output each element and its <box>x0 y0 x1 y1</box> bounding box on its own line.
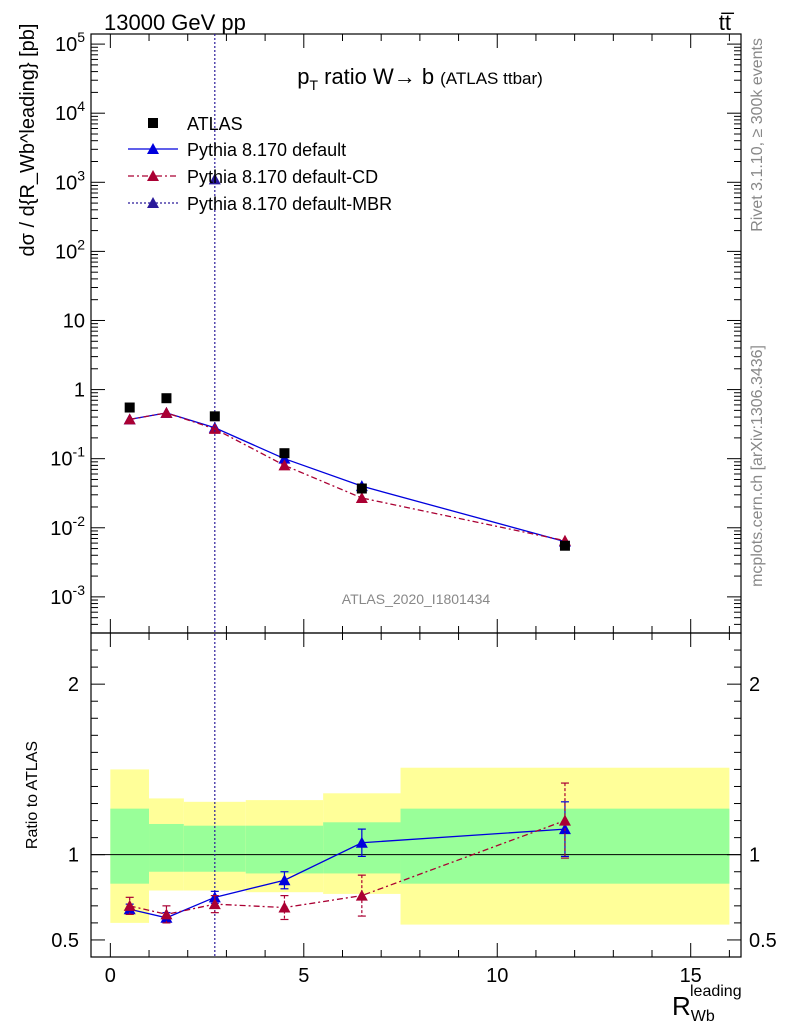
ratio-point-s2 <box>123 899 136 911</box>
series-point-s2 <box>123 413 136 425</box>
bottom-frame <box>90 632 742 958</box>
series-line-s1 <box>129 412 566 543</box>
top-y-tick-label: 1 <box>74 380 85 402</box>
stat-uncertainty-band <box>245 825 324 874</box>
series-point-s2 <box>160 406 173 418</box>
header-left: 13000 GeV pp <box>104 10 246 35</box>
legend-marker-data <box>148 118 158 128</box>
bottom-y-tick-label-right: 1 <box>749 845 760 867</box>
bottom-y-tick-label-right: 0.5 <box>749 930 777 952</box>
top-y-tick-label: 10-2 <box>50 513 85 540</box>
legend-marker-s3 <box>147 197 159 208</box>
bottom-ylabel: Ratio to ATLAS <box>24 741 41 849</box>
series-point-s2 <box>208 422 221 434</box>
header-right: tt̅ <box>719 10 735 35</box>
ratio-point-s2 <box>355 889 368 901</box>
series-layer <box>123 34 571 957</box>
ratio-bands <box>91 767 741 925</box>
data-point <box>161 393 172 404</box>
data-point <box>559 540 570 551</box>
data-point <box>279 448 290 459</box>
ratio-line-s2 <box>129 819 566 916</box>
legend-label-s1: Pythia 8.170 default <box>187 140 346 160</box>
ratio-point-s2 <box>558 814 571 826</box>
series-point-s2 <box>278 459 291 471</box>
legend-label-s2: Pythia 8.170 default-CD <box>187 167 378 187</box>
ratio-point-s1 <box>278 874 291 886</box>
x-tick-label: 5 <box>298 965 309 987</box>
side-label-top: Rivet 3.1.10, ≥ 300k events <box>749 38 766 232</box>
top-y-tick-label: 10-1 <box>50 444 85 471</box>
data-point <box>124 402 135 413</box>
bottom-y-tick-label-right: 2 <box>749 674 760 696</box>
ratio-point-s2 <box>278 901 291 913</box>
bottom-y-tick-label-left: 1 <box>68 845 79 867</box>
bottom-y-tick-label-left: 0.5 <box>51 930 79 952</box>
stat-uncertainty-band <box>183 825 246 872</box>
side-label-bottom: mcplots.cern.ch [arXiv:1306.3436] <box>749 345 766 587</box>
x-axis-label-sup: leading <box>690 983 742 1000</box>
ratio-point-s1 <box>355 836 368 848</box>
plot-title: pT ratio W→ b (ATLAS ttbar) <box>297 64 543 93</box>
legend-label-s3: Pythia 8.170 default-MBR <box>187 194 392 214</box>
ratio-point-s2 <box>208 898 221 910</box>
data-point <box>356 483 367 494</box>
analysis-label: ATLAS_2020_I1801434 <box>342 591 491 607</box>
stat-uncertainty-band <box>110 808 150 884</box>
x-tick-label: 10 <box>486 965 508 987</box>
x-axis-label: RWb <box>672 991 715 1024</box>
top-y-tick-label: 103 <box>55 167 85 194</box>
legend-marker-s1 <box>147 143 159 154</box>
top-ylabel: dσ / d{R_Wb^leading} [pb] <box>17 24 39 257</box>
x-tick-label: 15 <box>680 965 702 987</box>
ratio-point-s2 <box>160 908 173 920</box>
top-y-tick-label: 10-3 <box>50 582 85 609</box>
x-tick-label: 0 <box>105 965 116 987</box>
series-line-s2 <box>129 412 566 542</box>
bottom-y-tick-label-left: 2 <box>68 674 79 696</box>
axes: 10-3 10-2 10-1 1 10 102 103 104 105 0.5 0.5 1 1 2 2 0 5 1… <box>50 29 777 987</box>
top-y-tick-label: 104 <box>55 98 85 125</box>
series-point-s2 <box>355 491 368 503</box>
legend: ATLAS Pythia 8.170 default Pythia 8.170 de… <box>128 114 392 214</box>
legend-marker-s2 <box>147 170 159 181</box>
ratio-line-s1 <box>129 828 566 919</box>
data-point <box>209 411 220 422</box>
top-y-tick-label: 105 <box>55 29 85 56</box>
stat-uncertainty-band <box>149 823 184 872</box>
top-y-tick-label: 102 <box>55 236 85 263</box>
legend-label-data: ATLAS <box>187 114 243 134</box>
top-y-tick-label: 10 <box>63 310 85 332</box>
